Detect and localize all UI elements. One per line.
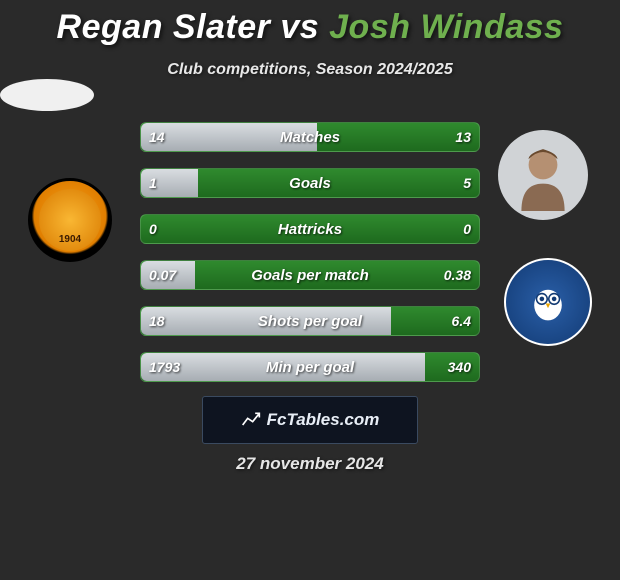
stat-label: Shots per goal xyxy=(141,307,479,335)
person-icon xyxy=(507,139,579,211)
player1-avatar xyxy=(0,79,94,111)
stat-label: Hattricks xyxy=(141,215,479,243)
stat-value-right: 340 xyxy=(440,353,479,381)
hull-badge-year: 1904 xyxy=(39,189,101,251)
player2-avatar xyxy=(498,130,588,220)
stat-label: Goals per match xyxy=(141,261,479,289)
stat-label: Min per goal xyxy=(141,353,479,381)
stat-row: 14Matches13 xyxy=(140,122,480,152)
stat-value-right: 0 xyxy=(455,215,479,243)
owl-icon xyxy=(525,279,571,325)
brand-text: FcTables.com xyxy=(267,410,380,430)
player1-name: Regan Slater xyxy=(57,8,271,46)
stat-value-right: 5 xyxy=(455,169,479,197)
stat-value-right: 0.38 xyxy=(436,261,479,289)
stats-panel: 14Matches13 1Goals5 0Hattricks0 0.07Goals p… xyxy=(140,122,480,398)
stat-value-right: 6.4 xyxy=(444,307,479,335)
brand-box: FcTables.com xyxy=(202,396,418,444)
player1-club-badge: 1904 xyxy=(28,178,112,262)
player2-club-badge xyxy=(504,258,592,346)
subtitle: Club competitions, Season 2024/2025 xyxy=(0,61,620,79)
date-text: 27 november 2024 xyxy=(0,454,620,474)
stat-row: 0.07Goals per match0.38 xyxy=(140,260,480,290)
stat-value-right: 13 xyxy=(447,123,479,151)
stat-row: 1Goals5 xyxy=(140,168,480,198)
vs-text: vs xyxy=(280,8,319,46)
comparison-title: Regan Slater vs Josh Windass xyxy=(0,0,620,47)
chart-icon xyxy=(241,410,261,430)
stat-row: 0Hattricks0 xyxy=(140,214,480,244)
player2-name: Josh Windass xyxy=(329,8,563,46)
stat-row: 18Shots per goal6.4 xyxy=(140,306,480,336)
stat-label: Matches xyxy=(141,123,479,151)
stat-label: Goals xyxy=(141,169,479,197)
stat-row: 1793Min per goal340 xyxy=(140,352,480,382)
